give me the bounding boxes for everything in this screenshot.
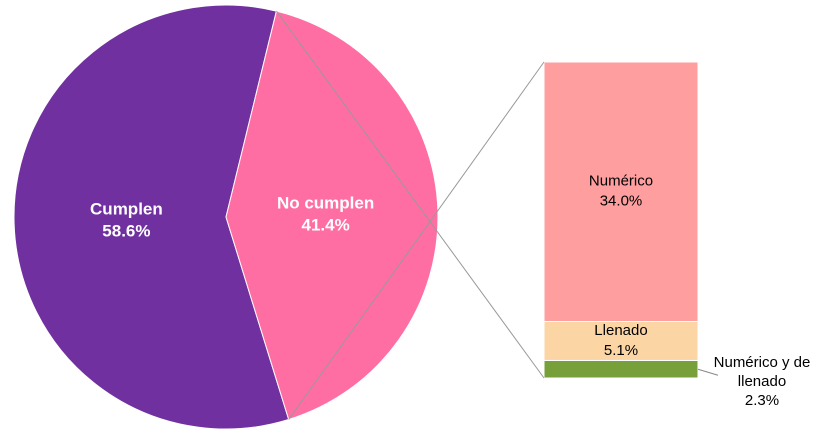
- segment-value-label: 5.1%: [604, 342, 638, 359]
- segment-label-box: Numérico y de llenado 2.3%: [712, 353, 812, 410]
- slice-value-label: 41.4%: [301, 215, 349, 234]
- pie-slice: [13, 4, 290, 430]
- segment-value-label: 2.3%: [744, 392, 780, 410]
- bar-segment: [543, 359, 699, 379]
- connector-line: [288, 61, 545, 420]
- segment-label: Numérico: [589, 173, 653, 190]
- segment-value-label: 34.0%: [600, 193, 643, 210]
- segment-label: Numérico y de llenado: [713, 354, 811, 391]
- leader-line: [697, 368, 719, 376]
- segment-label: Llenado: [594, 322, 647, 339]
- connector-line: [276, 10, 545, 379]
- slice-label: Cumplen: [90, 199, 163, 218]
- bar-segment: [543, 61, 699, 323]
- slice-label: No cumplen: [277, 193, 374, 212]
- slice-value-label: 58.6%: [102, 221, 150, 240]
